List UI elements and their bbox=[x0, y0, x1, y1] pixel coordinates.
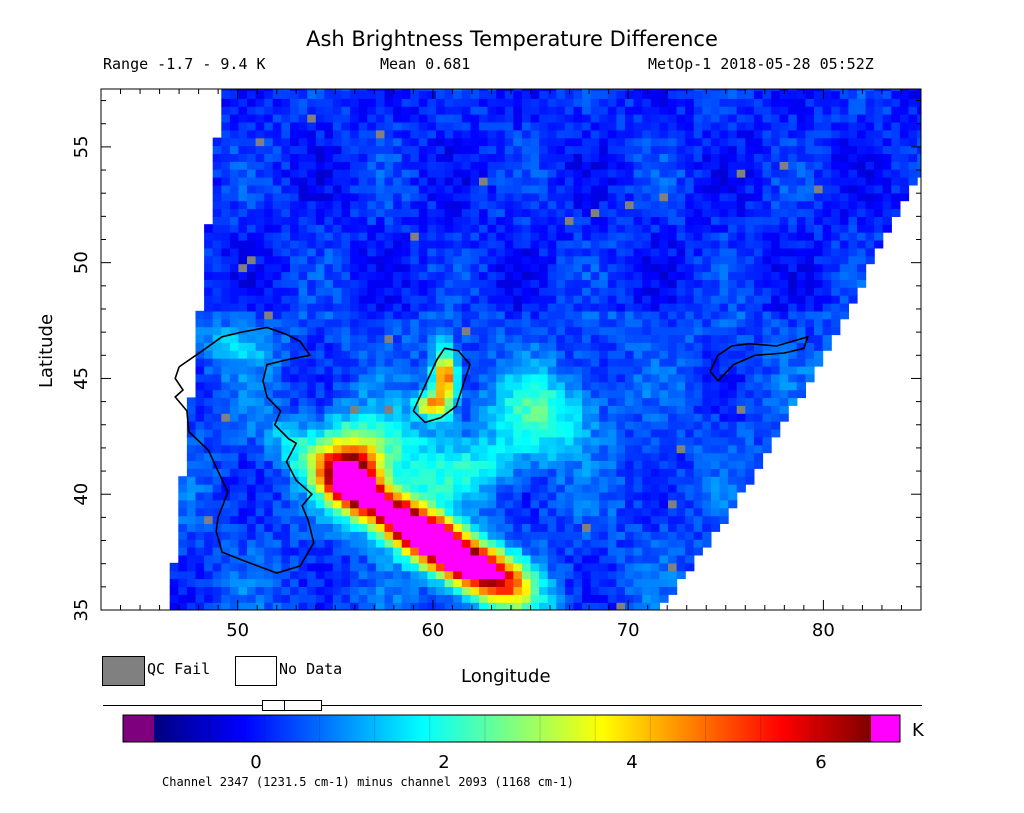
x-tick-label: 60 bbox=[421, 620, 444, 641]
y-tick-label: 40 bbox=[71, 483, 92, 506]
no-data-swatch bbox=[235, 656, 277, 686]
plot-right-mask bbox=[921, 0, 1024, 813]
plot-bottom-mask bbox=[0, 610, 1024, 813]
colorbar-range-slider[interactable] bbox=[262, 700, 322, 711]
range-text: Range -1.7 - 9.4 K bbox=[103, 55, 266, 73]
slider-handle-right[interactable] bbox=[284, 700, 322, 711]
satellite-time-text: MetOp-1 2018-05-28 05:52Z bbox=[648, 55, 874, 73]
colorbar-over bbox=[871, 715, 900, 742]
x-axis-label: Longitude bbox=[461, 666, 551, 687]
x-tick-label: 50 bbox=[226, 620, 249, 641]
colorbar-tick-label: 2 bbox=[438, 752, 450, 773]
caspian-coastline bbox=[174, 326, 315, 574]
y-tick-label: 55 bbox=[71, 135, 92, 158]
x-tick-label: 70 bbox=[617, 620, 640, 641]
mean-text: Mean 0.681 bbox=[380, 55, 471, 73]
y-tick-label: 50 bbox=[71, 251, 92, 274]
colorbar-slider-track bbox=[103, 705, 922, 706]
colorbar-unit: K bbox=[912, 720, 924, 741]
colorbar-gradient bbox=[154, 715, 871, 742]
colorbar-caption: Channel 2347 (1231.5 cm-1) minus channel… bbox=[162, 775, 574, 789]
slider-handle-left[interactable] bbox=[262, 700, 286, 711]
y-tick-label: 45 bbox=[71, 367, 92, 390]
y-tick-label: 35 bbox=[71, 599, 92, 622]
y-axis-label: Latitude bbox=[36, 313, 57, 389]
balkhash-coastline bbox=[709, 335, 810, 382]
colorbar-tick-label: 0 bbox=[250, 752, 262, 773]
colorbar-under bbox=[123, 715, 154, 742]
x-tick-label: 80 bbox=[812, 620, 835, 641]
plot-top-mask bbox=[0, 0, 1024, 89]
aral-coastline bbox=[412, 347, 471, 424]
qc-fail-label: QC Fail bbox=[147, 660, 211, 678]
chart-title: Ash Brightness Temperature Difference bbox=[306, 27, 718, 51]
colorbar-tick-label: 6 bbox=[815, 752, 827, 773]
qc-fail-swatch bbox=[102, 656, 145, 686]
colorbar-frame bbox=[122, 714, 901, 743]
colorbar-tick-label: 4 bbox=[626, 752, 638, 773]
no-data-label: No Data bbox=[279, 660, 343, 678]
